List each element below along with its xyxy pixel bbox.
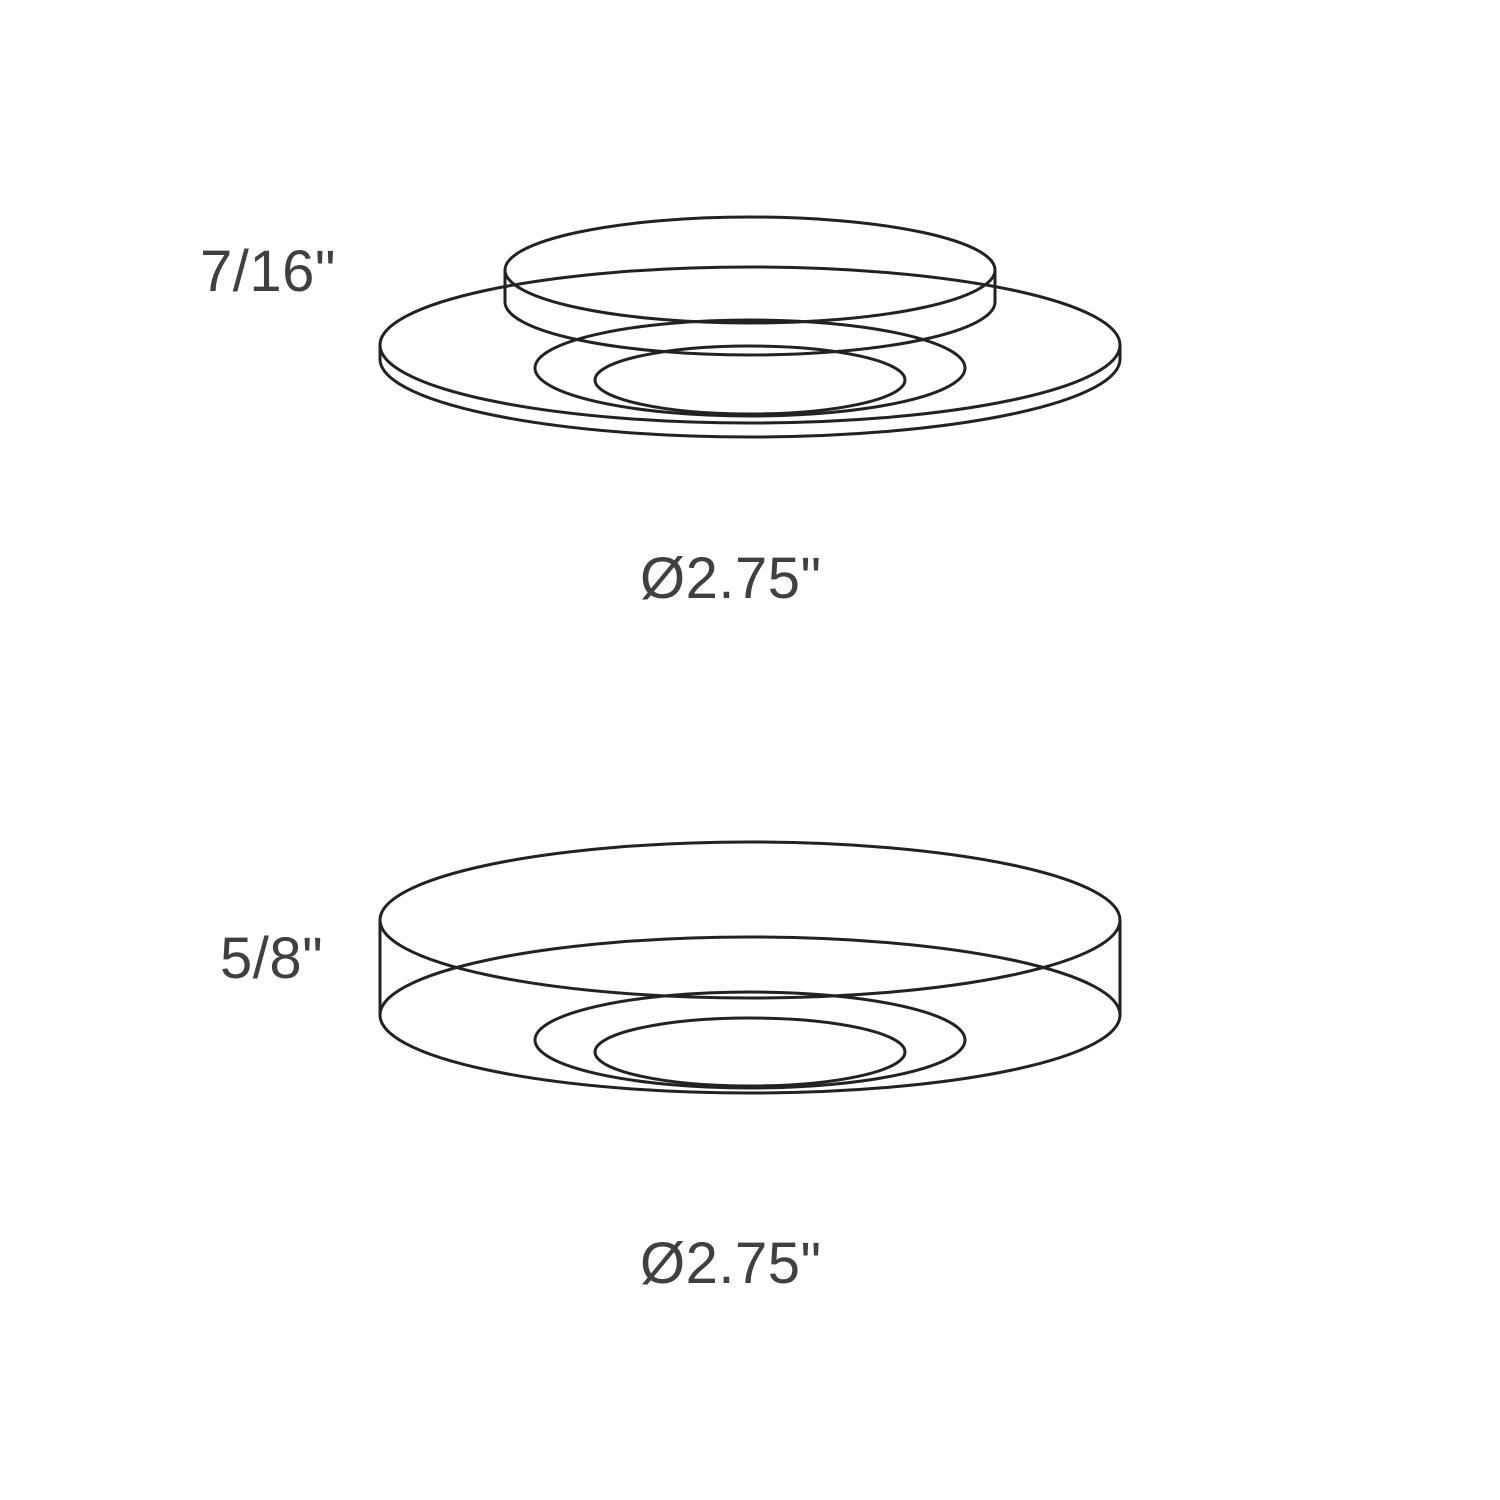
fig2-height-label: 5/8": [220, 925, 323, 992]
fig2-diameter-label: Ø2.75": [640, 1230, 822, 1297]
fig1-diameter-label: Ø2.75": [640, 545, 822, 612]
diagram-canvas: 7/16" Ø2.75" 5/8" Ø2.75": [0, 0, 1500, 1500]
fig1-height-label: 7/16": [200, 238, 336, 305]
